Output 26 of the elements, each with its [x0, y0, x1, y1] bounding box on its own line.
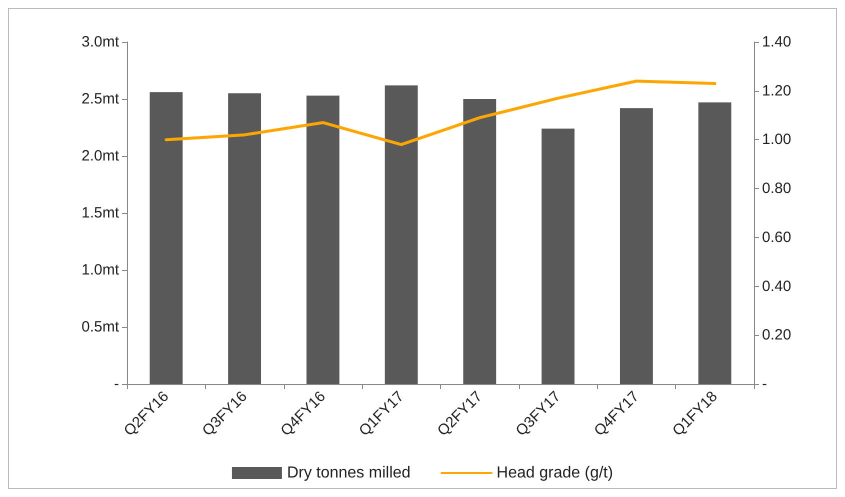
bar [150, 92, 183, 384]
bar [463, 99, 496, 384]
bar [384, 85, 418, 384]
bar [542, 128, 575, 384]
y2-tick-label: 0.20 [762, 326, 792, 344]
legend-label: Dry tonnes milled [286, 464, 411, 482]
legend-label: Head grade (g/t) [496, 464, 614, 482]
y-tick-label: - [114, 376, 119, 392]
line-series [164, 80, 716, 146]
y-tick-label: 1.0mt [81, 262, 120, 278]
bar [698, 102, 732, 384]
y2-tick-label: 1.40 [762, 34, 792, 50]
y2-tick-label: 1.00 [762, 131, 792, 148]
y-tick-label: 1.5mt [81, 204, 120, 222]
y2-tick-label: - [762, 376, 767, 392]
y-tick-label: 0.5mt [81, 318, 120, 336]
y2-tick-label: 0.60 [762, 228, 792, 246]
bar [306, 96, 340, 384]
y-tick-label: 3.0mt [81, 34, 120, 50]
y-tick-label: 2.0mt [81, 148, 120, 164]
bar [620, 108, 653, 384]
y-tick-label: 2.5mt [81, 90, 120, 108]
y2-tick-label: 1.20 [762, 82, 792, 100]
bar [228, 93, 262, 384]
y2-tick-label: 0.80 [762, 180, 792, 198]
y2-tick-label: 0.40 [762, 278, 792, 295]
